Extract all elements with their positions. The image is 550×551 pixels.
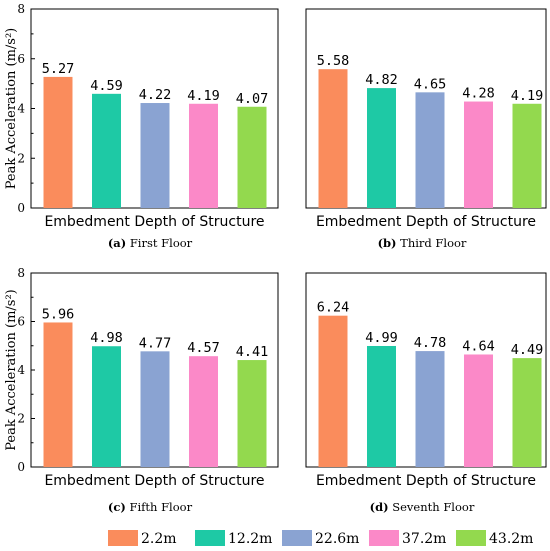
caption-letter: (a): [108, 236, 126, 250]
y-tick-label: 6: [17, 315, 25, 329]
panel-caption: (c) Fifth Floor: [108, 500, 193, 514]
legend-swatch: [195, 530, 225, 546]
data-label: 4.77: [139, 335, 172, 351]
bar-2.2m: [43, 322, 73, 467]
caption-letter: (d): [370, 500, 389, 514]
bar-2.2m: [318, 69, 348, 208]
data-label: 5.96: [42, 306, 75, 322]
y-tick-label: 0: [17, 460, 25, 474]
caption-text: Fifth Floor: [126, 500, 193, 514]
y-tick-label: 4: [17, 102, 25, 116]
data-label: 6.24: [317, 300, 350, 316]
legend-label: 12.2m: [228, 531, 272, 547]
legend-swatch: [108, 530, 138, 546]
bar-2.2m: [318, 315, 348, 467]
data-label: 4.41: [236, 344, 269, 360]
bar-22.6m: [415, 92, 445, 208]
x-axis-label: Embedment Depth of Structure: [44, 214, 264, 230]
bar-2.2m: [43, 76, 73, 208]
data-label: 4.07: [236, 91, 269, 107]
data-label: 4.64: [462, 338, 495, 354]
bar-12.2m: [92, 346, 121, 467]
bar-43.2m: [237, 360, 267, 467]
y-tick-label: 0: [17, 201, 25, 215]
legend-swatch: [282, 530, 312, 546]
data-label: 4.78: [414, 335, 447, 351]
data-label: 4.19: [511, 88, 544, 104]
x-axis-label: Embedment Depth of Structure: [44, 473, 264, 489]
legend-label: 2.2m: [141, 531, 177, 547]
x-axis-label: Embedment Depth of Structure: [316, 473, 536, 489]
legend-swatch: [369, 530, 399, 546]
y-axis-label: Peak Acceleration (m/s²): [4, 289, 19, 451]
y-tick-label: 8: [17, 2, 25, 16]
data-label: 4.19: [187, 88, 220, 104]
bar-37.2m: [189, 103, 218, 208]
data-label: 4.59: [90, 78, 123, 94]
bar-43.2m: [512, 358, 542, 467]
legend-swatch: [456, 530, 486, 546]
data-label: 5.58: [317, 53, 350, 69]
data-label: 4.65: [414, 76, 447, 92]
panel-caption: (b) Third Floor: [378, 236, 467, 250]
data-label: 4.99: [365, 330, 398, 346]
x-axis-label: Embedment Depth of Structure: [316, 214, 536, 230]
panel-caption: (a) First Floor: [108, 236, 193, 250]
data-label: 4.57: [187, 340, 220, 356]
caption-text: First Floor: [126, 236, 192, 250]
caption-letter: (b): [378, 236, 397, 250]
y-tick-label: 4: [17, 363, 25, 377]
bar-22.6m: [140, 351, 170, 467]
caption-text: Seventh Floor: [389, 500, 475, 514]
bar-12.2m: [92, 93, 121, 208]
data-label: 4.49: [511, 342, 544, 358]
data-label: 5.27: [42, 61, 75, 77]
data-label: 4.28: [462, 86, 495, 102]
y-tick-label: 2: [17, 412, 25, 426]
bar-22.6m: [140, 103, 170, 208]
caption-letter: (c): [108, 500, 126, 514]
legend-label: 22.6m: [315, 531, 359, 547]
legend-label: 43.2m: [489, 531, 533, 547]
panel-caption: (d) Seventh Floor: [370, 500, 475, 514]
bar-37.2m: [464, 354, 493, 467]
y-tick-label: 8: [17, 266, 25, 280]
bar-43.2m: [237, 106, 267, 208]
data-label: 4.22: [139, 87, 172, 103]
y-tick-label: 2: [17, 151, 25, 165]
legend-label: 37.2m: [402, 531, 446, 547]
bar-22.6m: [415, 351, 445, 467]
data-label: 4.98: [90, 330, 123, 346]
y-tick-label: 6: [17, 52, 25, 66]
bar-12.2m: [367, 88, 396, 208]
bar-37.2m: [189, 356, 218, 467]
bar-43.2m: [512, 103, 542, 208]
caption-text: Third Floor: [397, 236, 467, 250]
bar-37.2m: [464, 101, 493, 208]
bar-12.2m: [367, 345, 396, 467]
data-label: 4.82: [365, 72, 398, 88]
y-axis-label: Peak Acceleration (m/s²): [4, 28, 19, 190]
